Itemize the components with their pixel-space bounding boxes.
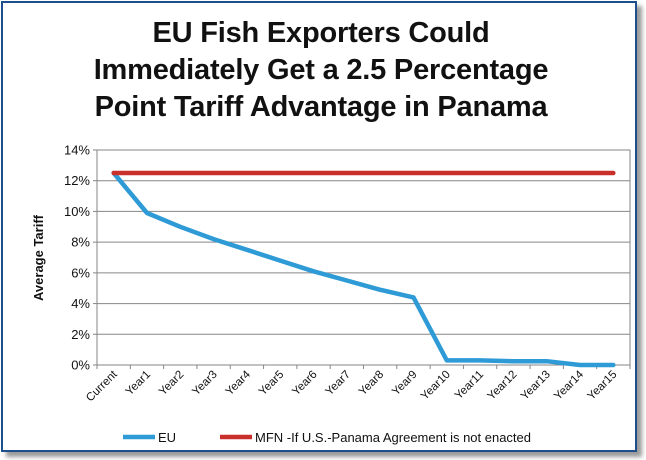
series-line-eu <box>111 170 616 368</box>
x-tick-label: Year15 <box>586 369 620 403</box>
title-line-3: Point Tariff Advantage in Panama <box>94 91 548 123</box>
y-tick-label: 14% <box>64 143 90 158</box>
x-tick-label: Year7 <box>324 369 353 398</box>
x-tick-label: Year4 <box>224 368 254 398</box>
x-tick-label: Year6 <box>290 369 319 398</box>
chart-title: EU Fish Exporters Could Immediately Get … <box>3 15 639 126</box>
legend: EU MFN -If U.S.-Panama Agreement is not e… <box>123 430 531 445</box>
y-axis-label: Average Tariff <box>31 214 46 301</box>
gridlines <box>93 149 631 369</box>
y-axis-ticks: 0% 2% 4% 6% 8% 10% 12% 14% <box>64 143 90 373</box>
x-tick-label: Year5 <box>257 369 286 398</box>
legend-label: MFN -If U.S.-Panama Agreement is not ena… <box>255 430 531 445</box>
legend-label: EU <box>158 430 176 445</box>
plot-area <box>96 149 631 366</box>
y-tick-label: 0% <box>71 358 90 373</box>
x-tick-label: Current <box>84 368 120 404</box>
y-tick-label: 2% <box>71 327 90 342</box>
y-tick-label: 8% <box>71 235 90 250</box>
x-tick-label: Year3 <box>190 369 219 398</box>
x-tick-label: Year13 <box>519 369 553 403</box>
title-line-1: EU Fish Exporters Could <box>152 17 490 49</box>
x-tick-label: Year9 <box>390 369 419 398</box>
x-tick-label: Year8 <box>357 369 386 398</box>
y-tick-label: 10% <box>64 204 90 219</box>
x-tick-label: Year10 <box>419 369 453 403</box>
title-line-2: Immediately Get a 2.5 Percentage <box>93 54 549 86</box>
x-tick-label: Year1 <box>124 369 153 398</box>
chart-frame: EU Fish Exporters Could Immediately Get … <box>1 1 637 452</box>
y-tick-label: 4% <box>71 296 90 311</box>
x-tick-label: Year2 <box>157 369 186 398</box>
x-tick-label: Year14 <box>552 368 586 402</box>
x-tick-label: Year12 <box>486 369 520 403</box>
y-tick-label: 12% <box>64 173 90 188</box>
y-tick-label: 6% <box>71 265 90 280</box>
x-tick-label: Year11 <box>453 369 486 402</box>
x-axis-ticks: Current Year1 Year2 Year3 Year4 Year5 Year6 Yea… <box>84 368 619 404</box>
series-lines <box>111 170 616 368</box>
